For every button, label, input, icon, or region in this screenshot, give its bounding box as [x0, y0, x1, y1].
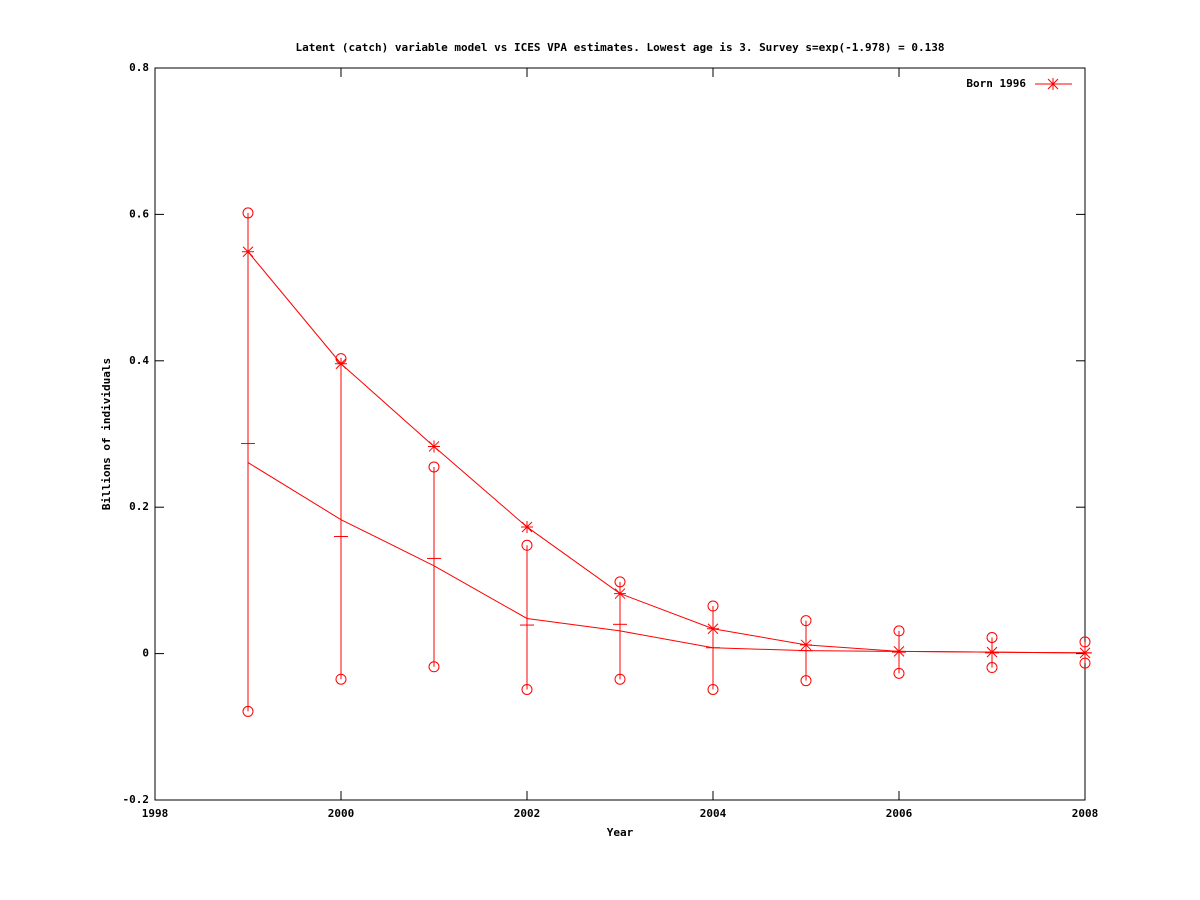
error-upper [614, 576, 626, 588]
plot-frame [154, 67, 1086, 801]
error-upper [893, 625, 905, 637]
error-lower [242, 705, 254, 717]
y-tick-label: 0.2 [129, 500, 149, 513]
error-lower [428, 661, 440, 673]
error-upper [986, 631, 998, 643]
error-upper [428, 461, 440, 473]
error-lower [521, 683, 533, 695]
error-lower [707, 683, 719, 695]
error-lower [335, 673, 347, 685]
error-lower [1079, 657, 1091, 669]
x-tick-label: 2000 [328, 807, 355, 820]
y-tick-label: 0.6 [129, 207, 149, 220]
x-tick-label: 2004 [700, 807, 727, 820]
x-axis-label: Year [607, 826, 634, 839]
y-tick-label: 0 [142, 647, 149, 660]
x-tick-label: 1998 [142, 807, 169, 820]
series-line [247, 462, 1086, 654]
error-upper [242, 207, 254, 219]
legend-label: Born 1996 [966, 77, 1026, 90]
error-upper [1079, 636, 1091, 648]
error-upper [521, 539, 533, 551]
chart-title: Latent (catch) variable model vs ICES VP… [295, 41, 944, 54]
x-tick-label: 2008 [1072, 807, 1099, 820]
y-tick-label: 0.8 [129, 61, 149, 74]
error-upper [800, 615, 812, 627]
error-upper [707, 600, 719, 612]
x-tick-label: 2002 [514, 807, 541, 820]
y-tick-label: 0.4 [129, 354, 149, 367]
error-lower [986, 662, 998, 674]
error-upper [335, 353, 347, 365]
error-lower [800, 675, 812, 687]
error-lower [893, 667, 905, 679]
x-tick-label: 2006 [886, 807, 913, 820]
y-axis-label: Billions of individuals [100, 358, 113, 510]
asterisk-marker [428, 440, 440, 453]
asterisk-marker [521, 520, 533, 533]
y-tick-label: -0.2 [123, 793, 150, 806]
legend-marker [1047, 78, 1059, 90]
error-lower [614, 673, 626, 685]
